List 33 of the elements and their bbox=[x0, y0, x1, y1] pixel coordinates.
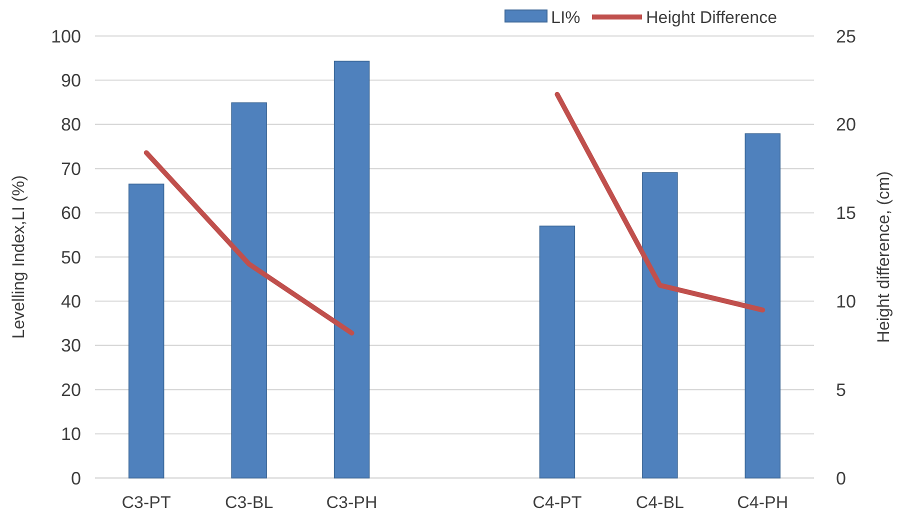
y-tick-label: 40 bbox=[60, 292, 81, 312]
x-tick-label: C3-BL bbox=[224, 493, 274, 512]
y2-tick-label: 5 bbox=[836, 380, 846, 400]
y2-tick-label: 25 bbox=[836, 26, 856, 46]
y-tick-label: 70 bbox=[60, 158, 81, 179]
y2-tick-label: 10 bbox=[836, 292, 856, 312]
y-tick-label: 10 bbox=[60, 424, 81, 444]
y-tick-label: 60 bbox=[60, 203, 81, 224]
y2-tick-label: 20 bbox=[836, 114, 856, 135]
bar bbox=[642, 172, 678, 478]
y2-tick-label: 15 bbox=[836, 203, 856, 224]
y-tick-label: 0 bbox=[70, 468, 81, 488]
bar bbox=[539, 226, 576, 478]
y-tick-label: 80 bbox=[60, 114, 81, 135]
y-tick-label: 50 bbox=[60, 247, 81, 268]
y-axis-title: Levelling Index,LI (%) bbox=[9, 175, 28, 339]
x-tick-label: C4-PT bbox=[532, 493, 582, 512]
bar bbox=[334, 60, 370, 478]
y2-axis-title: Height difference, (cm) bbox=[874, 171, 893, 343]
bar bbox=[128, 184, 164, 478]
legend-label: LI% bbox=[551, 8, 580, 27]
x-tick-label: C4-BL bbox=[636, 493, 684, 512]
y-tick-label: 100 bbox=[50, 26, 81, 46]
x-tick-label: C4-PH bbox=[737, 493, 788, 512]
y-tick-label: 20 bbox=[60, 380, 81, 400]
y-tick-label: 90 bbox=[60, 70, 81, 90]
x-tick-label: C3-PT bbox=[122, 493, 171, 512]
bar bbox=[231, 102, 267, 478]
legend-label: Height Difference bbox=[646, 8, 778, 27]
y-tick-label: 30 bbox=[60, 336, 81, 356]
y2-tick-label: 0 bbox=[836, 468, 846, 488]
x-tick-label: C3-PH bbox=[326, 493, 378, 512]
bar bbox=[744, 133, 781, 478]
